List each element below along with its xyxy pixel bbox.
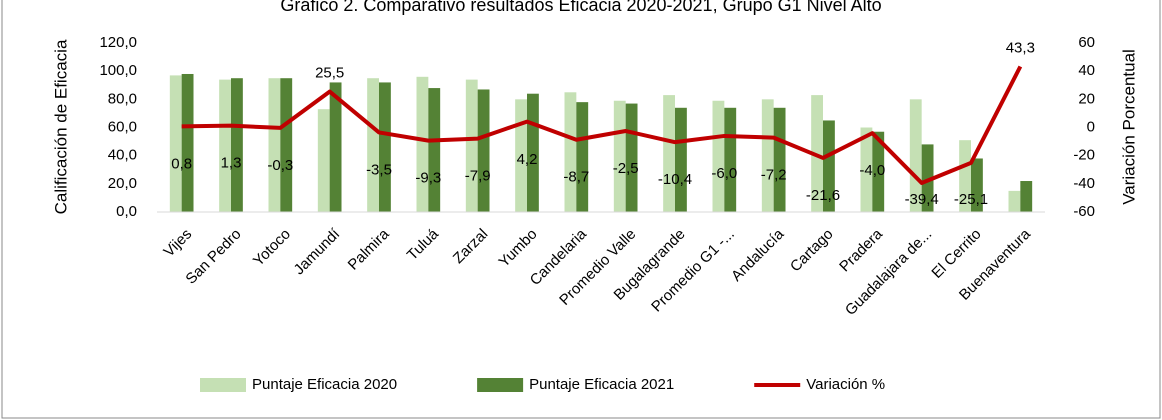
chart-title: Gráfico 2. Comparativo resultados Eficac… <box>280 0 881 15</box>
legend-label: Puntaje Eficacia 2021 <box>529 376 674 393</box>
bar <box>367 78 379 212</box>
x-tick-label: Yotoco <box>250 226 294 270</box>
bar <box>724 107 737 212</box>
data-label: 25,5 <box>315 65 344 82</box>
bar <box>268 78 281 212</box>
bar <box>872 131 885 212</box>
data-label: -0,3 <box>267 157 293 174</box>
bar <box>515 99 527 212</box>
bar <box>909 99 922 212</box>
data-label: -10,4 <box>658 171 692 188</box>
bar <box>527 93 539 212</box>
bar <box>231 78 243 212</box>
data-label: 43,3 <box>1006 39 1035 56</box>
bar <box>921 144 934 212</box>
data-label: -7,9 <box>465 168 491 185</box>
bar <box>761 99 774 212</box>
y-tick-label: 60,0 <box>108 118 137 135</box>
data-label: -2,5 <box>613 160 639 177</box>
bar <box>219 79 231 212</box>
y-axis-title: Calificación de Eficacia <box>51 39 70 214</box>
bar <box>465 79 478 212</box>
legend-label: Variación % <box>806 376 885 393</box>
y-tick-label: 100,0 <box>99 62 137 79</box>
bar <box>971 158 983 212</box>
bar <box>329 82 342 212</box>
bar <box>675 107 687 212</box>
bar <box>416 76 429 212</box>
x-tick-label: Cartago <box>787 226 837 276</box>
y-tick-label: 40,0 <box>108 147 137 164</box>
x-tick-label: Zarzal <box>450 226 491 267</box>
bar <box>663 95 675 212</box>
data-label: -7,2 <box>761 167 787 184</box>
data-label: -8,7 <box>563 169 589 186</box>
bar <box>280 78 293 212</box>
y2-tick-label: -40 <box>1073 175 1095 192</box>
y2-tick-label: 20 <box>1078 90 1095 107</box>
y2-tick-label: -20 <box>1073 147 1095 164</box>
legend-swatch <box>200 378 246 392</box>
data-label: -3,5 <box>366 161 392 178</box>
y2-tick-label: 40 <box>1078 62 1095 79</box>
x-tick-label: Palmira <box>345 225 393 273</box>
bar <box>181 73 194 212</box>
legend-label: Puntaje Eficacia 2020 <box>252 376 397 393</box>
x-tick-label: Tuluá <box>404 225 443 264</box>
bar <box>564 92 577 212</box>
bar <box>823 120 835 212</box>
y2-axis-title: Variación Porcentual <box>1119 49 1138 205</box>
bar <box>860 127 873 212</box>
bar <box>379 82 391 212</box>
bar <box>169 75 182 213</box>
y2-tick-label: 0 <box>1087 118 1095 135</box>
x-tick-label: Vijes <box>160 226 195 261</box>
data-label: -25,1 <box>954 191 988 208</box>
bar <box>317 109 330 212</box>
data-label: 4,2 <box>517 151 538 168</box>
y-tick-label: 0,0 <box>116 203 137 220</box>
line <box>181 65 1023 185</box>
bar <box>959 140 971 212</box>
x-tick-label: Guadalajara de... <box>842 226 935 319</box>
x-tick-label: Yumbo <box>496 226 541 271</box>
x-tick-label: Promedio G1 -... <box>648 226 738 316</box>
legend-swatch <box>477 378 524 392</box>
data-label: 1,3 <box>221 155 242 172</box>
data-label: -9,3 <box>415 170 441 187</box>
bar <box>1020 181 1033 212</box>
bar <box>625 103 638 212</box>
data-label: -39,4 <box>905 191 939 208</box>
data-label: -6,0 <box>711 165 737 182</box>
bar <box>773 107 786 212</box>
data-label: 0,8 <box>171 155 192 172</box>
x-tick-label: Jamundí <box>291 225 344 278</box>
x-tick-label: Pradera <box>836 225 886 275</box>
bar <box>576 102 589 212</box>
y2-tick-label: -60 <box>1073 203 1095 220</box>
bar <box>477 89 490 212</box>
y-tick-label: 20,0 <box>108 175 137 192</box>
y-tick-label: 80,0 <box>108 90 137 107</box>
bar <box>1008 190 1021 212</box>
y-tick-label: 120,0 <box>99 34 137 51</box>
x-tick-label: Andalucía <box>728 225 788 285</box>
data-label: -21,6 <box>806 187 840 204</box>
data-label: -4,0 <box>859 162 885 179</box>
bar <box>613 100 626 212</box>
bar <box>712 100 725 212</box>
bar <box>428 88 441 212</box>
y2-tick-label: 60 <box>1078 34 1095 51</box>
